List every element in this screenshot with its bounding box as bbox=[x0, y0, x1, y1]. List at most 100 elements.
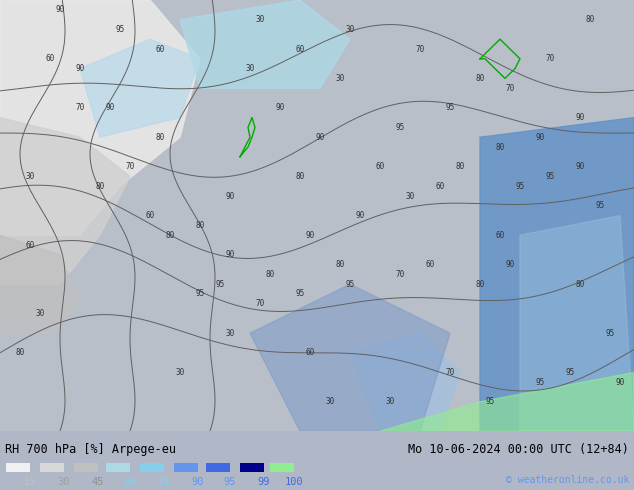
Text: 70: 70 bbox=[256, 299, 264, 308]
Text: 80: 80 bbox=[155, 133, 165, 142]
Text: 90: 90 bbox=[225, 192, 235, 200]
Text: 30: 30 bbox=[36, 309, 44, 318]
Text: 30: 30 bbox=[385, 397, 394, 406]
Text: 70: 70 bbox=[505, 84, 515, 93]
Text: 70: 70 bbox=[415, 45, 425, 53]
Text: Mo 10-06-2024 00:00 UTC (12+84): Mo 10-06-2024 00:00 UTC (12+84) bbox=[408, 443, 629, 456]
Text: 90: 90 bbox=[315, 133, 325, 142]
Text: 30: 30 bbox=[225, 329, 235, 338]
Text: 90: 90 bbox=[576, 113, 585, 122]
Text: 80: 80 bbox=[476, 74, 484, 83]
Text: 60: 60 bbox=[495, 231, 505, 240]
Text: 90: 90 bbox=[576, 162, 585, 171]
Text: 90: 90 bbox=[75, 64, 84, 73]
Text: 95: 95 bbox=[295, 290, 304, 298]
Text: 95: 95 bbox=[216, 280, 224, 289]
Text: 60: 60 bbox=[436, 182, 444, 191]
Text: RH 700 hPa [%] Arpege-eu: RH 700 hPa [%] Arpege-eu bbox=[5, 443, 176, 456]
Polygon shape bbox=[0, 118, 130, 284]
Text: 70: 70 bbox=[545, 54, 555, 63]
Text: 60: 60 bbox=[295, 45, 304, 53]
Polygon shape bbox=[0, 235, 80, 333]
Text: 95: 95 bbox=[486, 397, 495, 406]
Text: 95: 95 bbox=[545, 172, 555, 181]
Text: 60: 60 bbox=[145, 211, 155, 220]
Bar bbox=[206, 463, 230, 472]
Text: 80: 80 bbox=[165, 231, 174, 240]
Polygon shape bbox=[480, 118, 634, 431]
Text: 30: 30 bbox=[325, 397, 335, 406]
Text: 30: 30 bbox=[346, 25, 354, 34]
Text: 90: 90 bbox=[55, 5, 65, 14]
Text: © weatheronline.co.uk: © weatheronline.co.uk bbox=[506, 475, 629, 485]
Polygon shape bbox=[250, 284, 450, 431]
Polygon shape bbox=[380, 372, 634, 431]
Text: 80: 80 bbox=[266, 270, 275, 279]
Text: 60: 60 bbox=[155, 45, 165, 53]
Text: 100: 100 bbox=[285, 477, 304, 487]
Polygon shape bbox=[520, 216, 634, 431]
Text: 70: 70 bbox=[445, 368, 455, 377]
Text: 95: 95 bbox=[115, 25, 125, 34]
Text: 90: 90 bbox=[225, 250, 235, 259]
Text: 80: 80 bbox=[295, 172, 304, 181]
Text: 80: 80 bbox=[15, 348, 25, 357]
Text: 95: 95 bbox=[595, 201, 605, 210]
Text: 90: 90 bbox=[505, 260, 515, 269]
Text: 30: 30 bbox=[256, 15, 264, 24]
Text: 30: 30 bbox=[335, 74, 345, 83]
Polygon shape bbox=[80, 39, 200, 137]
Text: 90: 90 bbox=[306, 231, 314, 240]
Text: 70: 70 bbox=[396, 270, 404, 279]
Text: 95: 95 bbox=[224, 477, 236, 487]
Text: 60: 60 bbox=[25, 241, 35, 249]
Text: 90: 90 bbox=[616, 378, 624, 387]
Text: 95: 95 bbox=[195, 290, 205, 298]
Polygon shape bbox=[0, 0, 200, 235]
Text: 80: 80 bbox=[476, 280, 484, 289]
Bar bbox=[174, 463, 198, 472]
Text: 90: 90 bbox=[105, 103, 115, 112]
Bar bbox=[6, 463, 30, 472]
Text: 95: 95 bbox=[445, 103, 455, 112]
Text: 45: 45 bbox=[92, 477, 104, 487]
Text: 30: 30 bbox=[245, 64, 255, 73]
Text: 80: 80 bbox=[335, 260, 345, 269]
Bar bbox=[40, 463, 64, 472]
Text: 80: 80 bbox=[495, 143, 505, 151]
Text: 60: 60 bbox=[425, 260, 435, 269]
Text: 80: 80 bbox=[585, 15, 595, 24]
Polygon shape bbox=[180, 0, 350, 88]
Text: 90: 90 bbox=[535, 133, 545, 142]
Polygon shape bbox=[350, 333, 460, 431]
Text: 90: 90 bbox=[275, 103, 285, 112]
Text: 90: 90 bbox=[191, 477, 204, 487]
Text: 30: 30 bbox=[58, 477, 70, 487]
Text: 30: 30 bbox=[176, 368, 184, 377]
Text: 70: 70 bbox=[126, 162, 134, 171]
Text: 80: 80 bbox=[95, 182, 105, 191]
Bar bbox=[106, 463, 130, 472]
Bar bbox=[270, 463, 294, 472]
Text: 30: 30 bbox=[405, 192, 415, 200]
Text: 95: 95 bbox=[535, 378, 545, 387]
Text: 80: 80 bbox=[195, 221, 205, 230]
Text: 95: 95 bbox=[566, 368, 574, 377]
Text: 95: 95 bbox=[515, 182, 524, 191]
Text: 60: 60 bbox=[306, 348, 314, 357]
Text: 95: 95 bbox=[605, 329, 614, 338]
Text: 80: 80 bbox=[455, 162, 465, 171]
Text: 95: 95 bbox=[396, 123, 404, 132]
Text: 90: 90 bbox=[356, 211, 365, 220]
Text: 80: 80 bbox=[576, 280, 585, 289]
Text: 30: 30 bbox=[25, 172, 35, 181]
Bar bbox=[240, 463, 264, 472]
Text: 75: 75 bbox=[158, 477, 171, 487]
Bar bbox=[74, 463, 98, 472]
Text: 15: 15 bbox=[23, 477, 36, 487]
Text: 70: 70 bbox=[75, 103, 84, 112]
Text: 60: 60 bbox=[375, 162, 385, 171]
Text: 99: 99 bbox=[258, 477, 270, 487]
Text: 95: 95 bbox=[346, 280, 354, 289]
Text: 60: 60 bbox=[124, 477, 136, 487]
